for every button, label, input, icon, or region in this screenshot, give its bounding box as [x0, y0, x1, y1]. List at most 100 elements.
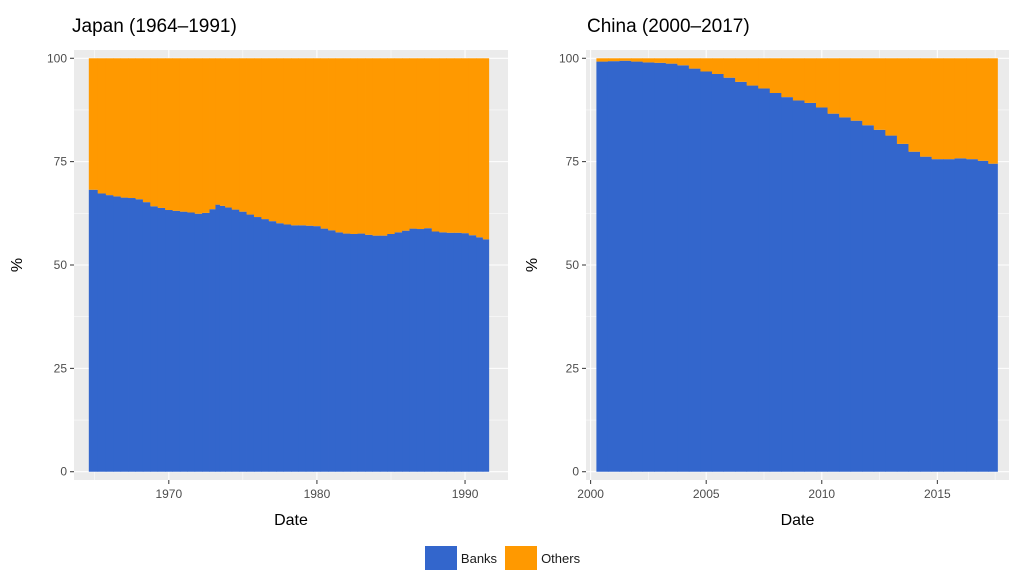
p1-bar-others: [365, 58, 373, 235]
p1-bar-others: [209, 58, 216, 210]
p1-bar-others: [387, 58, 396, 234]
p1-bar-banks: [97, 193, 107, 472]
p2-y-tick-label: 50: [566, 258, 580, 272]
p1-bar-others: [179, 58, 188, 212]
p1-bar-banks: [387, 233, 396, 472]
p1-bar-banks: [335, 232, 344, 472]
p1-bar-banks: [113, 196, 122, 472]
p1-bar-banks: [209, 209, 216, 472]
p2-bar-banks: [631, 61, 644, 472]
p2-y-tick-label: 100: [559, 51, 579, 65]
p2-bar-others: [954, 58, 967, 159]
p1-y-tick-label: 75: [54, 155, 68, 169]
p1-bar-banks: [328, 230, 336, 472]
p1-bar-others: [409, 58, 418, 229]
p1-bar-banks: [215, 204, 221, 472]
p1-bar-others: [328, 58, 336, 231]
p2-bar-banks: [862, 125, 875, 472]
p1-bar-others: [372, 58, 381, 236]
p1-x-tick-label: 1970: [155, 487, 182, 501]
p1-bar-banks: [461, 233, 470, 472]
p2-bar-banks: [966, 159, 979, 472]
p1-bar-banks: [253, 217, 262, 472]
p1-bar-others: [446, 58, 455, 233]
p2-bar-others: [688, 58, 701, 69]
p1-bar-others: [105, 58, 114, 196]
p2-bar-banks: [677, 65, 690, 472]
p1-bar-others: [239, 58, 247, 212]
legend-item-others: Others: [505, 546, 580, 570]
p2-bar-others: [839, 58, 852, 118]
p2-bar-others: [931, 58, 944, 160]
p2-x-tick-label: 2015: [924, 487, 951, 501]
p2-x-tick-label: 2005: [693, 487, 720, 501]
p2-bar-others: [619, 58, 632, 61]
p2-bar-banks: [920, 156, 932, 472]
p1-bar-banks: [142, 202, 151, 472]
p1-bar-banks: [261, 219, 270, 472]
p1-bar-others: [357, 58, 366, 234]
p2-bar-banks: [746, 85, 759, 472]
p2-bar-others: [711, 58, 724, 74]
p1-bar-banks: [468, 235, 477, 472]
p2-bar-others: [988, 58, 998, 164]
p1-bar-others: [394, 58, 403, 233]
p1-bar-banks: [379, 235, 388, 472]
p1-bar-others: [150, 58, 159, 207]
p1-bar-others: [246, 58, 255, 215]
p2-bar-others: [758, 58, 771, 89]
p2-bar-others: [850, 58, 863, 121]
p1-y-tick-label: 50: [54, 258, 68, 272]
p2-chart-title: China (2000–2017): [587, 16, 750, 37]
p1-bar-others: [342, 58, 351, 234]
p1-bar-others: [476, 58, 484, 238]
p1-bar-others: [187, 58, 196, 213]
p2-bar-others: [862, 58, 875, 126]
p1-bar-banks: [135, 199, 144, 472]
p1-bar-banks: [187, 212, 196, 472]
p1-bar-others: [439, 58, 447, 233]
p1-bar-banks: [219, 205, 226, 472]
p1-bar-others: [453, 58, 462, 233]
p1-bar-banks: [394, 232, 403, 472]
p2-bar-others: [700, 58, 713, 72]
p1-bar-others: [219, 58, 226, 206]
p1-bar-others: [283, 58, 292, 225]
p1-bar-banks: [350, 233, 359, 472]
p1-bar-others: [350, 58, 359, 234]
p1-bar-banks: [172, 210, 181, 472]
p1-y-tick-label: 0: [60, 465, 67, 479]
p2-bar-banks: [885, 135, 898, 472]
p2-bar-banks: [954, 158, 967, 472]
p1-bar-others: [416, 58, 425, 230]
p1-bar-others: [298, 58, 307, 226]
p1-bar-others: [194, 58, 203, 214]
p2-bar-banks: [943, 159, 956, 472]
p2-bar-others: [607, 58, 620, 62]
p1-bar-banks: [179, 211, 188, 472]
p2-bar-banks: [700, 71, 713, 472]
p1-bar-others: [225, 58, 233, 208]
p1-bar-others: [120, 58, 129, 198]
p1-bar-others: [379, 58, 388, 236]
p1-bar-banks: [88, 189, 99, 472]
p1-bar-others: [424, 58, 433, 229]
p2-bar-others: [804, 58, 817, 103]
legend-item-banks: Banks: [424, 546, 497, 570]
p1-bar-others: [320, 58, 329, 229]
p2-bar-banks: [711, 73, 724, 472]
p2-x-axis-label: Date: [781, 512, 815, 529]
p1-bar-banks: [150, 206, 159, 472]
p2-bar-others: [723, 58, 736, 78]
p2-bar-others: [596, 58, 609, 62]
p1-bar-others: [482, 58, 490, 240]
p2-y-tick-label: 25: [566, 361, 580, 375]
legend-swatch-banks: [424, 546, 457, 570]
p2-bar-others: [746, 58, 759, 86]
p1-bar-banks: [439, 232, 447, 472]
p1-bar-banks: [416, 229, 425, 472]
p2-bar-others: [885, 58, 898, 136]
p2-y-tick-label: 75: [566, 155, 580, 169]
p2-bar-banks: [931, 159, 944, 472]
p1-bar-banks: [402, 230, 410, 472]
